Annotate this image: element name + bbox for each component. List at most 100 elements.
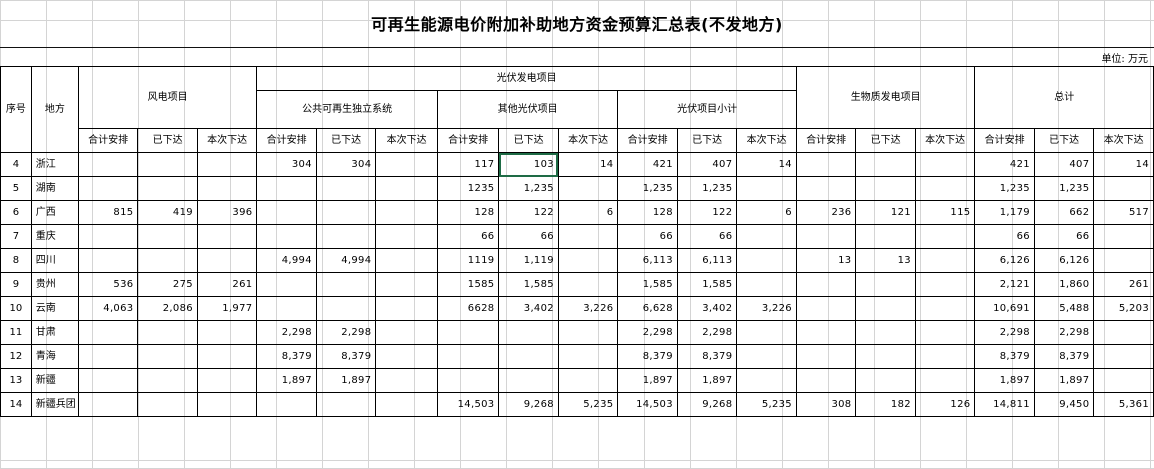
cell-wind-arranged[interactable] (77, 344, 139, 369)
cell-biomass-this-time[interactable]: 115 (914, 200, 976, 225)
cell-pv-other-issued[interactable] (498, 344, 559, 369)
cell-total-issued[interactable]: 6,126 (1033, 248, 1095, 273)
cell-total-issued[interactable]: 5,488 (1033, 296, 1095, 321)
table-row[interactable]: 8 四川 4,994 4,994 1119 1,119 6,113 6,113 13 13 6,12… (0, 248, 1154, 273)
cell-pv-subtotal-issued[interactable]: 8,379 (676, 344, 738, 369)
cell-pv-public-issued[interactable]: 4,994 (315, 248, 377, 273)
cell-pv-other-arranged[interactable]: 117 (436, 152, 500, 177)
cell-total-issued[interactable]: 2,298 (1033, 320, 1095, 345)
cell-wind-arranged[interactable]: 536 (77, 272, 139, 297)
cell-pv-public-arranged[interactable]: 8,379 (256, 344, 317, 369)
cell-biomass-this-time[interactable] (914, 296, 976, 321)
cell-total-arranged[interactable]: 1,235 (974, 176, 1035, 201)
cell-pv-public-issued[interactable] (315, 296, 377, 321)
cell-wind-this-time[interactable]: 396 (196, 200, 258, 225)
cell-biomass-arranged[interactable] (795, 296, 857, 321)
cell-pv-other-issued[interactable]: 1,235 (498, 176, 559, 201)
cell-wind-issued[interactable] (137, 320, 198, 345)
cell-pv-public-arranged[interactable] (256, 272, 317, 297)
cell-wind-arranged[interactable] (77, 320, 139, 345)
cell-pv-subtotal-issued[interactable]: 122 (676, 200, 738, 225)
cell-total-arranged[interactable]: 10,691 (974, 296, 1035, 321)
cell-pv-public-issued[interactable] (315, 392, 377, 417)
cell-row-index[interactable]: 5 (0, 176, 32, 201)
cell-total-issued[interactable]: 1,860 (1033, 272, 1095, 297)
cell-row-index[interactable]: 12 (0, 344, 32, 369)
cell-pv-public-this-time[interactable] (375, 224, 438, 249)
cell-pv-other-issued[interactable]: 1,119 (498, 248, 559, 273)
cell-pv-other-this-time[interactable] (557, 248, 619, 273)
table-row[interactable]: 4 浙江 304 304 117 103 14 421 407 14 421 407 14 (0, 152, 1154, 177)
cell-wind-issued[interactable] (137, 224, 198, 249)
cell-wind-issued[interactable] (137, 368, 198, 393)
cell-total-arranged[interactable]: 2,121 (974, 272, 1035, 297)
cell-pv-public-issued[interactable]: 304 (315, 152, 377, 177)
cell-total-arranged[interactable]: 1,897 (974, 368, 1035, 393)
cell-pv-other-issued[interactable]: 1,585 (498, 272, 559, 297)
cell-biomass-this-time[interactable]: 126 (914, 392, 976, 417)
cell-wind-issued[interactable] (137, 344, 198, 369)
cell-wind-issued[interactable]: 2,086 (137, 296, 198, 321)
cell-region-name[interactable]: 重庆 (30, 224, 79, 249)
cell-pv-public-arranged[interactable]: 2,298 (256, 320, 317, 345)
cell-biomass-issued[interactable] (855, 320, 916, 345)
cell-biomass-issued[interactable] (855, 368, 916, 393)
table-row[interactable]: 6 广西 815 419 396 128 122 6 128 122 6 236 121 115 1,179… (0, 200, 1154, 225)
cell-total-arranged[interactable]: 66 (974, 224, 1035, 249)
cell-region-name[interactable]: 云南 (30, 296, 79, 321)
cell-pv-public-this-time[interactable] (375, 152, 438, 177)
table-row[interactable]: 9 贵州 536 275 261 1585 1,585 1,585 1,585 2,121 1,86… (0, 272, 1154, 297)
cell-row-index[interactable]: 11 (0, 320, 32, 345)
cell-pv-other-issued[interactable]: 66 (498, 224, 559, 249)
cell-total-issued[interactable]: 1,897 (1033, 368, 1095, 393)
cell-pv-subtotal-issued[interactable]: 2,298 (676, 320, 738, 345)
cell-pv-public-this-time[interactable] (375, 272, 438, 297)
cell-pv-other-arranged[interactable]: 128 (436, 200, 500, 225)
table-row[interactable]: 12 青海 8,379 8,379 8,379 8,379 8,379 8,379 (0, 344, 1154, 369)
table-row[interactable]: 11 甘肃 2,298 2,298 2,298 2,298 2,298 2,298 (0, 320, 1154, 345)
cell-biomass-issued[interactable] (855, 344, 916, 369)
cell-biomass-this-time[interactable] (914, 248, 976, 273)
cell-biomass-issued[interactable] (855, 272, 916, 297)
cell-row-index[interactable]: 14 (0, 392, 32, 417)
cell-pv-other-arranged[interactable]: 14,503 (436, 392, 500, 417)
cell-pv-public-this-time[interactable] (375, 344, 438, 369)
table-row[interactable]: 13 新疆 1,897 1,897 1,897 1,897 1,897 1,897 (0, 368, 1154, 393)
cell-wind-issued[interactable]: 419 (137, 200, 198, 225)
cell-biomass-arranged[interactable] (795, 224, 857, 249)
cell-pv-subtotal-this-time[interactable] (736, 224, 797, 249)
cell-total-issued[interactable]: 1,235 (1033, 176, 1095, 201)
cell-wind-this-time[interactable] (196, 344, 258, 369)
cell-biomass-arranged[interactable] (795, 344, 857, 369)
cell-pv-other-arranged[interactable] (436, 344, 500, 369)
cell-pv-subtotal-arranged[interactable]: 1,235 (617, 176, 678, 201)
cell-pv-public-arranged[interactable] (256, 392, 317, 417)
cell-pv-public-issued[interactable] (315, 176, 377, 201)
cell-pv-other-this-time[interactable] (557, 368, 619, 393)
cell-pv-subtotal-arranged[interactable]: 6,113 (617, 248, 678, 273)
cell-total-issued[interactable]: 8,379 (1033, 344, 1095, 369)
cell-total-this-time[interactable] (1093, 344, 1154, 369)
cell-wind-this-time[interactable] (196, 248, 258, 273)
cell-biomass-this-time[interactable] (914, 368, 976, 393)
cell-total-arranged[interactable]: 1,179 (974, 200, 1035, 225)
cell-pv-other-arranged[interactable] (436, 320, 500, 345)
cell-row-index[interactable]: 6 (0, 200, 32, 225)
cell-region-name[interactable]: 湖南 (30, 176, 79, 201)
cell-wind-this-time[interactable] (196, 152, 258, 177)
cell-region-name[interactable]: 甘肃 (30, 320, 79, 345)
cell-pv-public-this-time[interactable] (375, 296, 438, 321)
cell-pv-subtotal-issued[interactable]: 1,235 (676, 176, 738, 201)
cell-pv-subtotal-this-time[interactable]: 14 (736, 152, 797, 177)
cell-region-name[interactable]: 广西 (30, 200, 79, 225)
cell-wind-arranged[interactable]: 4,063 (77, 296, 139, 321)
cell-pv-other-this-time[interactable] (557, 176, 619, 201)
table-row[interactable]: 5 湖南 1235 1,235 1,235 1,235 1,235 1,235 (0, 176, 1154, 201)
cell-pv-public-arranged[interactable]: 4,994 (256, 248, 317, 273)
cell-pv-other-this-time[interactable] (557, 320, 619, 345)
cell-total-arranged[interactable]: 8,379 (974, 344, 1035, 369)
cell-row-index[interactable]: 9 (0, 272, 32, 297)
cell-pv-other-issued[interactable]: 122 (498, 200, 559, 225)
cell-region-name[interactable]: 新疆兵团 (30, 392, 79, 417)
cell-pv-subtotal-this-time[interactable] (736, 320, 797, 345)
